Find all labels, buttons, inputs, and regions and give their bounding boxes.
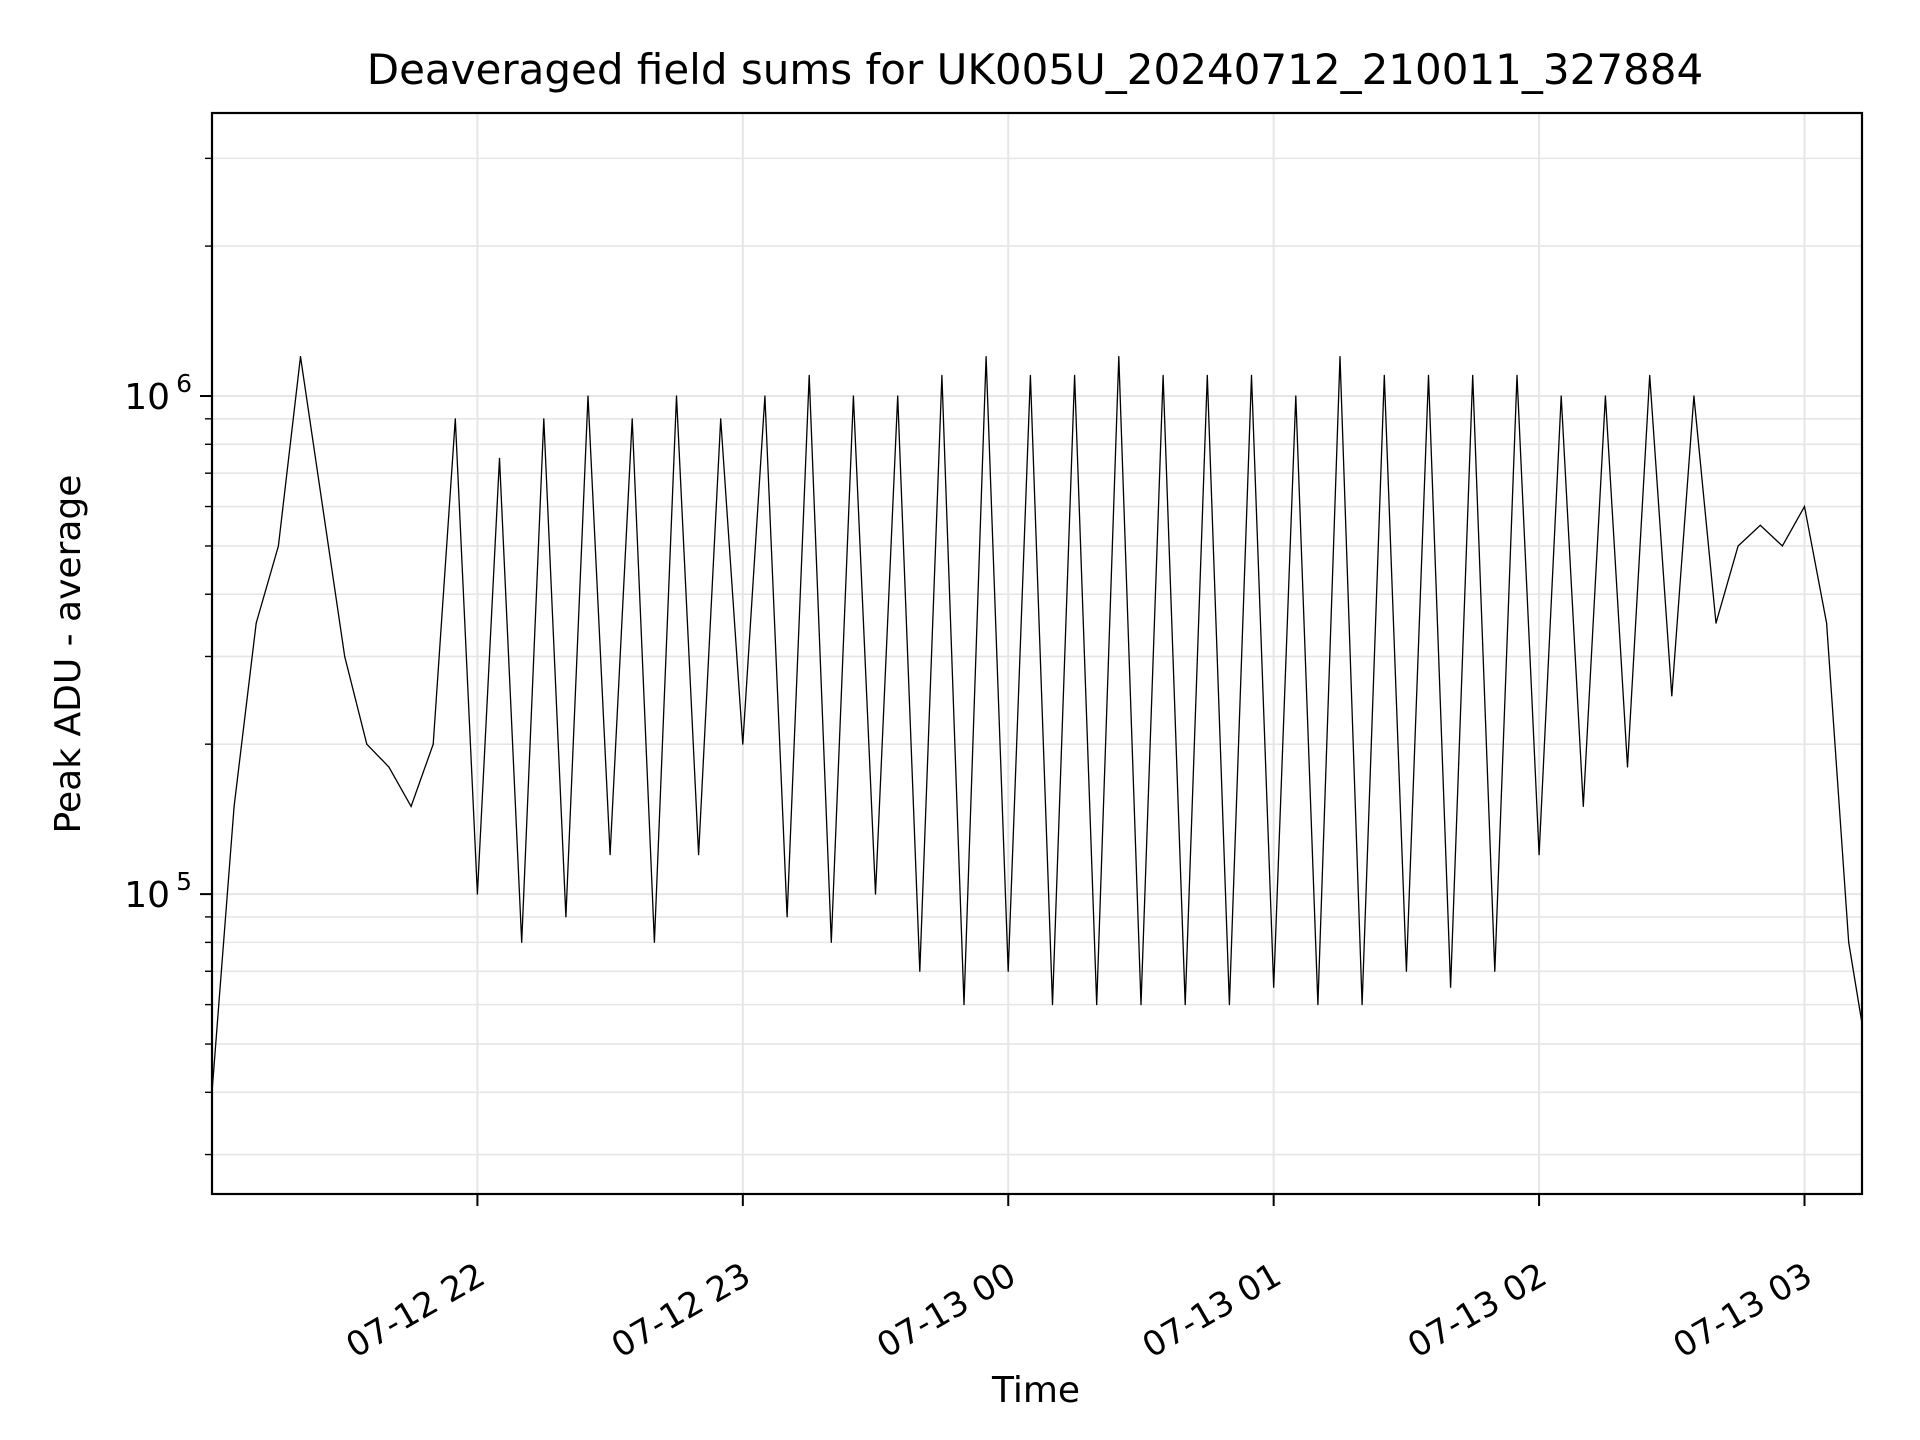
series-point: [1649, 374, 1651, 376]
series-point: [786, 916, 788, 918]
series-point: [565, 916, 567, 918]
series-point: [587, 395, 589, 397]
series-point: [985, 356, 987, 358]
y-tick-label: 10: [124, 875, 170, 916]
series-point: [631, 418, 633, 420]
series-point: [830, 941, 832, 944]
chart-title: Deaveraged field sums for UK005U_2024071…: [367, 45, 1703, 94]
series-point: [1803, 505, 1806, 508]
series-point: [1383, 374, 1385, 376]
y-axis-label: Peak ADU - average: [48, 475, 89, 834]
series-point: [1317, 1004, 1319, 1006]
series-point: [366, 743, 368, 745]
series-point: [1250, 374, 1253, 376]
series-point: [1781, 545, 1783, 547]
series-point: [1029, 374, 1031, 376]
series-point: [675, 395, 678, 397]
series-point: [1582, 805, 1584, 808]
series-point: [521, 941, 523, 944]
series-point: [1450, 986, 1452, 988]
series-point: [808, 374, 810, 376]
series-point: [476, 893, 478, 895]
series-point: [1339, 356, 1341, 358]
series-point: [454, 418, 456, 420]
series-point: [1361, 1004, 1363, 1006]
series-point: [1848, 941, 1850, 944]
series-point: [1007, 970, 1009, 972]
series-point: [255, 622, 257, 624]
series-point: [1494, 970, 1496, 972]
series-point: [1626, 766, 1629, 768]
series-point: [498, 457, 501, 459]
series-point: [322, 505, 324, 508]
series-point: [1405, 970, 1407, 972]
series-point: [1604, 395, 1606, 397]
series-point: [277, 545, 279, 547]
series-point: [344, 655, 346, 658]
plot-frame: [210, 111, 1864, 1196]
series-point: [299, 356, 302, 358]
series-point: [698, 854, 700, 856]
series-point: [1759, 524, 1761, 526]
series-point: [941, 374, 943, 376]
y-tick-label-exponent: 5: [176, 867, 192, 896]
grid-layer: [212, 113, 1862, 1194]
series-point: [963, 1004, 965, 1006]
series-point: [1427, 374, 1430, 376]
series-point: [1826, 622, 1828, 624]
series-point: [1140, 1004, 1142, 1006]
series-point: [1228, 1004, 1230, 1006]
x-axis-label: Time: [991, 1370, 1080, 1411]
series-point: [388, 766, 390, 768]
y-tick-label: 10: [124, 377, 170, 418]
series-point: [1516, 374, 1518, 376]
series-point: [410, 805, 412, 808]
series-point: [653, 941, 656, 944]
series-point: [720, 418, 722, 420]
series-point: [1737, 545, 1739, 547]
series-line: [211, 356, 1863, 1093]
series-layer: [211, 356, 1863, 1093]
series-point: [609, 854, 611, 856]
series-point: [1671, 695, 1673, 697]
series-point: [432, 743, 434, 745]
series-point: [1715, 622, 1717, 624]
series-point: [233, 805, 235, 808]
series-point: [1118, 356, 1120, 358]
series-point: [1206, 374, 1208, 376]
series-point: [1273, 986, 1275, 988]
series-point: [919, 970, 921, 972]
series-point: [1184, 1004, 1186, 1006]
series-point: [543, 418, 545, 420]
series-point: [764, 395, 766, 397]
series-point: [874, 893, 877, 895]
series-point: [1051, 1004, 1054, 1006]
y-tick-label-exponent: 6: [176, 369, 192, 398]
series-point: [1074, 374, 1076, 376]
series-point: [1472, 374, 1474, 376]
series-point: [852, 395, 855, 397]
series-point: [1162, 374, 1164, 376]
series-point: [1096, 1004, 1098, 1006]
series-point: [897, 395, 899, 397]
series-point: [742, 743, 744, 745]
series-point: [1538, 854, 1540, 856]
series-point: [1560, 395, 1562, 397]
series-point: [1693, 395, 1695, 397]
series-point: [1295, 395, 1297, 397]
